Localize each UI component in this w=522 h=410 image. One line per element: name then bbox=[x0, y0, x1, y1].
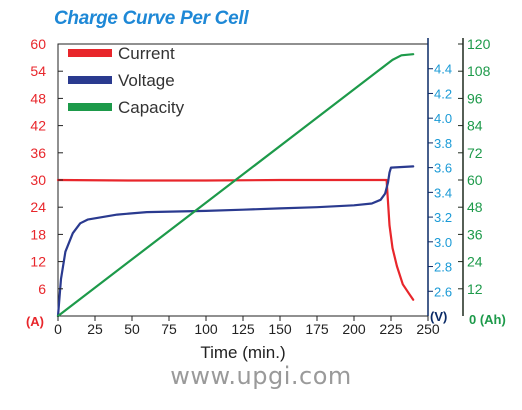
capacity-tick-label: 36 bbox=[467, 226, 483, 242]
left-tick-label: 36 bbox=[30, 145, 46, 161]
capacity-tick-label: 12 bbox=[467, 281, 483, 297]
voltage-tick-label: 3.2 bbox=[434, 210, 452, 225]
x-tick-label: 0 bbox=[54, 321, 62, 337]
left-tick-label: 24 bbox=[30, 199, 46, 215]
left-tick-label: 6 bbox=[38, 281, 46, 297]
voltage-tick-label: 3.4 bbox=[434, 185, 452, 200]
voltage-tick-label: 3.6 bbox=[434, 161, 452, 176]
x-axis-label: Time (min.) bbox=[200, 343, 285, 362]
left-tick-label: 54 bbox=[30, 63, 46, 79]
left-tick-label: 18 bbox=[30, 226, 46, 242]
capacity-tick-label: 48 bbox=[467, 199, 483, 215]
series-line-voltage bbox=[56, 165, 415, 318]
left-tick-label: 60 bbox=[30, 36, 46, 52]
legend-swatch-current bbox=[68, 49, 112, 57]
legend-label-capacity: Capacity bbox=[118, 98, 185, 117]
legend-swatch-voltage bbox=[68, 76, 112, 84]
series-line-capacity bbox=[56, 53, 415, 318]
capacity-tick-label: 96 bbox=[467, 90, 483, 106]
left-tick-label: 48 bbox=[30, 90, 46, 106]
voltage-tick-label: 3.8 bbox=[434, 136, 452, 151]
capacity-tick-label: 84 bbox=[467, 118, 483, 134]
legend-label-voltage: Voltage bbox=[118, 71, 175, 90]
capacity-tick-label: 120 bbox=[467, 36, 491, 52]
x-tick-label: 25 bbox=[87, 321, 103, 337]
series-line-current bbox=[56, 178, 415, 301]
voltage-tick-label: 3.0 bbox=[434, 235, 452, 250]
voltage-tick-label: 4.0 bbox=[434, 111, 452, 126]
voltage-axis-unit-label: (V) bbox=[430, 309, 447, 324]
capacity-tick-label: 60 bbox=[467, 172, 483, 188]
x-tick-label: 50 bbox=[124, 321, 140, 337]
left-tick-label: 42 bbox=[30, 118, 46, 134]
voltage-tick-label: 2.8 bbox=[434, 260, 452, 275]
left-tick-label: 12 bbox=[30, 254, 46, 270]
capacity-tick-label: 108 bbox=[467, 63, 491, 79]
watermark-text: www.upgi.com bbox=[170, 362, 352, 390]
x-tick-label: 200 bbox=[342, 321, 366, 337]
x-tick-label: 225 bbox=[379, 321, 403, 337]
legend-label-current: Current bbox=[118, 44, 175, 63]
legend-swatch-capacity bbox=[68, 103, 112, 111]
voltage-tick-label: 4.4 bbox=[434, 62, 452, 77]
voltage-tick-label: 2.6 bbox=[434, 284, 452, 299]
chart-title: Charge Curve Per Cell bbox=[54, 8, 249, 29]
left-axis-unit-label: (A) bbox=[26, 314, 44, 329]
x-tick-label: 150 bbox=[268, 321, 292, 337]
x-tick-label: 100 bbox=[194, 321, 218, 337]
capacity-tick-label: 24 bbox=[467, 254, 483, 270]
x-tick-label: 250 bbox=[416, 321, 440, 337]
left-tick-label: 30 bbox=[30, 172, 46, 188]
x-tick-label: 125 bbox=[231, 321, 255, 337]
x-tick-label: 175 bbox=[305, 321, 329, 337]
x-tick-label: 75 bbox=[161, 321, 177, 337]
capacity-tick-label: 72 bbox=[467, 145, 483, 161]
voltage-tick-label: 4.2 bbox=[434, 86, 452, 101]
capacity-axis-unit-label: 0 (Ah) bbox=[469, 312, 506, 327]
